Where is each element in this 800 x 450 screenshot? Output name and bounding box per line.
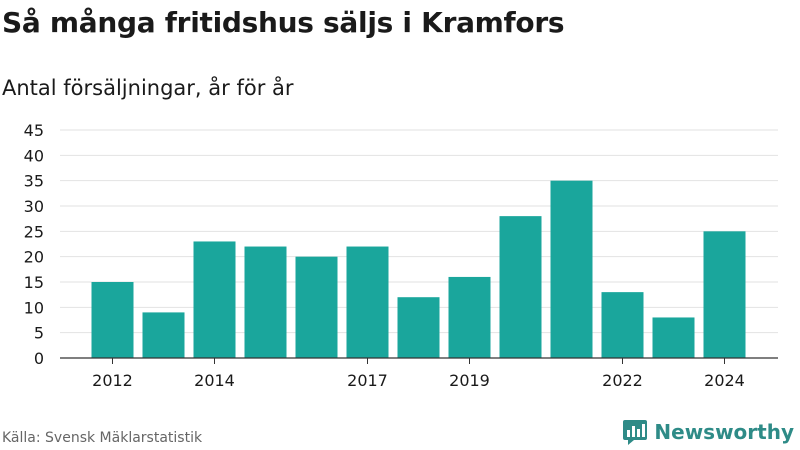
- chart-title: Så många fritidshus säljs i Kramfors: [2, 6, 565, 39]
- bar-2023: [652, 317, 695, 358]
- newsworthy-logo-icon: [623, 420, 648, 445]
- x-tick-label: 2017: [347, 371, 388, 390]
- source-note: Källa: Svensk Mäklarstatistik: [2, 430, 203, 446]
- brand-logo: Newsworthy: [622, 418, 794, 446]
- y-tick-label: 25: [24, 222, 44, 241]
- bar-2024: [703, 231, 746, 358]
- gridlines: [60, 129, 778, 334]
- y-tick-label: 45: [24, 121, 44, 140]
- bar-2013: [142, 312, 185, 358]
- x-tick-label: 2014: [194, 371, 235, 390]
- bar-2014: [193, 241, 236, 358]
- x-axis-ticks: 2012 2014 2017 2019 2022 2024: [92, 358, 745, 390]
- bar-2015: [244, 246, 287, 358]
- y-tick-label: 10: [24, 298, 44, 317]
- y-tick-label: 15: [24, 273, 44, 292]
- x-tick-label: 2012: [92, 371, 133, 390]
- bars: [91, 180, 746, 358]
- x-tick-label: 2024: [704, 371, 745, 390]
- y-tick-label: 30: [24, 197, 44, 216]
- bar-2019: [448, 276, 491, 358]
- y-tick-label: 35: [24, 172, 44, 191]
- bar-2018: [397, 297, 440, 358]
- x-tick-label: 2019: [449, 371, 490, 390]
- chart-subtitle: Antal försäljningar, år för år: [2, 76, 294, 100]
- bar-2016: [295, 256, 338, 358]
- bar-2017: [346, 246, 389, 358]
- bar-2012: [91, 282, 134, 358]
- y-tick-label: 20: [24, 248, 44, 267]
- bar-2022: [601, 292, 644, 358]
- bar-2021: [550, 180, 593, 358]
- brand-name: Newsworthy: [654, 420, 794, 444]
- bar-2020: [499, 216, 542, 358]
- x-tick-label: 2022: [602, 371, 643, 390]
- y-tick-label: 40: [24, 146, 44, 165]
- y-tick-label: 0: [34, 349, 44, 368]
- y-axis-ticks: 0 5 10 15 20 25 30 35 40 45: [24, 121, 44, 368]
- y-tick-label: 5: [34, 324, 44, 343]
